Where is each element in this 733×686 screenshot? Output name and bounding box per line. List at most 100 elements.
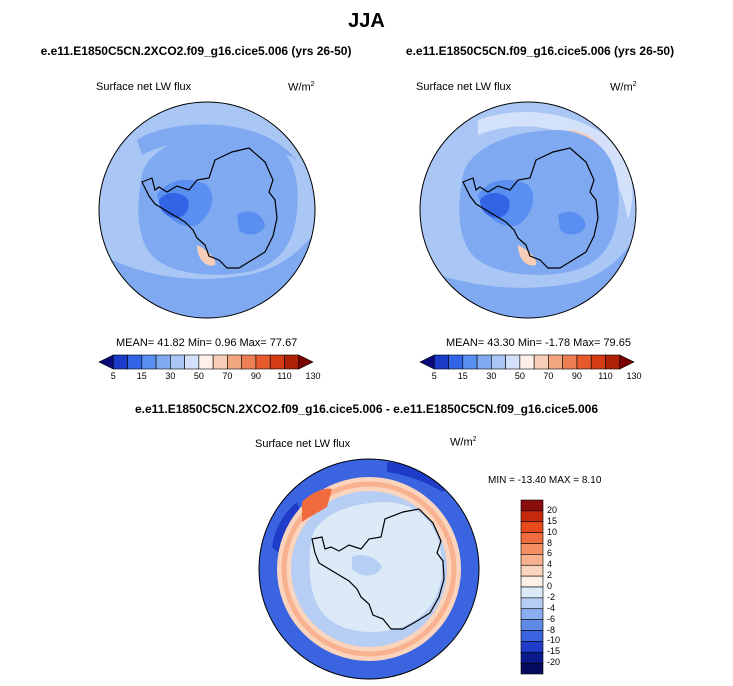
panel-2-colorbar-swatch	[448, 354, 464, 370]
panel-2-colorbar-swatch	[562, 354, 578, 370]
panel-2-colorbar-tick-label: 130	[626, 371, 642, 381]
panel-2-colorbar-swatch	[619, 354, 635, 370]
panel-2-title: e.e11.E1850C5CN.f09_g16.cice5.006 (yrs 2…	[405, 44, 675, 58]
diff-units-base: W/m	[450, 436, 473, 449]
panel-2-colorbar-tick-label: 15	[457, 371, 468, 381]
panel-2-stats: MEAN= 43.30 Min= -1.78 Max= 79.65	[446, 337, 631, 349]
panel-2-colorbar-swatch	[491, 354, 506, 370]
diff-colorbar-swatch	[520, 586, 544, 599]
diff-colorbar-swatch	[520, 510, 544, 523]
panel-2-colorbar-swatch	[576, 354, 592, 370]
diff-units: W/m2	[450, 436, 477, 449]
diff-title: e.e11.E1850C5CN.2XCO2.f09_g16.cice5.006 …	[135, 402, 598, 416]
panel-1-colorbar-swatch	[127, 354, 143, 370]
ocean-light-band	[478, 112, 633, 220]
panel-1-colorbar-swatch	[184, 354, 200, 370]
panel-1-colorbar-tick-label: 110	[277, 371, 292, 381]
diff-colorbar-label: -15	[547, 646, 561, 657]
diff-colorbar-swatch	[520, 564, 544, 577]
diff-map	[258, 458, 480, 680]
panel-2-colorbar-tick-label: 5	[431, 371, 437, 381]
diff-colorbar-label: 8	[547, 537, 553, 548]
diff-colorbar-swatch	[520, 543, 544, 555]
panel-2-colorbar-swatch	[476, 354, 492, 370]
panel-1-colorbar-tick-label: 130	[305, 371, 321, 381]
diff-colorbar-label: -8	[547, 624, 556, 635]
panel-1-colorbar-swatch	[284, 354, 300, 370]
diff-red-patch	[302, 488, 332, 522]
panel-2-colorbar-swatch	[548, 354, 563, 370]
panel-2-colorbar-swatch	[433, 354, 449, 370]
panel-1-colorbar-tick-label: 50	[193, 371, 204, 381]
panel-2-variable: Surface net LW flux	[416, 81, 512, 93]
diff-colorbar-swatch	[520, 619, 544, 631]
diff-stats: MIN = -13.40 MAX = 8.10	[488, 475, 602, 486]
panel-1-colorbar-swatch	[212, 354, 228, 370]
diff-colorbar-label: 2	[547, 570, 553, 581]
panel-1-units-base: W/m	[288, 81, 311, 94]
panel-1-colorbar-ticks: 5 15 30 50 70 90 110 130	[99, 371, 321, 383]
diff-colorbar-swatch	[520, 554, 544, 566]
diff-colorbar-swatch	[520, 630, 544, 642]
diff-colorbar-label: 15	[547, 515, 558, 526]
panel-1-colorbar-swatch	[255, 354, 271, 370]
diff-variable: Surface net LW flux	[255, 438, 351, 450]
diff-colorbar-label: -10	[547, 635, 561, 646]
panel-1-colorbar-swatch	[98, 354, 114, 370]
panel-2-colorbar-tick-label: 90	[571, 371, 582, 381]
diff-colorbar-swatch	[520, 532, 544, 544]
diff-colorbar-label: 0	[547, 581, 553, 591]
panel-2-colorbar-swatch	[419, 354, 435, 370]
diff-colorbar-swatch	[520, 641, 544, 653]
panel-1-map	[98, 101, 316, 319]
panel-1-colorbar-tick-label: 30	[165, 371, 176, 381]
diff-colorbar-swatch	[520, 499, 544, 512]
panel-1-colorbar-swatch	[170, 354, 185, 370]
coastline	[141, 147, 278, 269]
panel-1-colorbar-swatch	[298, 354, 314, 370]
panel-2-colorbar-tick-label: 50	[514, 371, 525, 381]
panel-2-units: W/m2	[610, 81, 637, 94]
panel-1-colorbar-swatch	[155, 354, 171, 370]
coastline	[311, 508, 445, 630]
panel-1-title: e.e11.E1850C5CN.2XCO2.f09_g16.cice5.006 …	[40, 44, 352, 58]
coastline	[462, 147, 599, 269]
diff-colorbar-swatch	[520, 608, 544, 620]
panel-1-colorbar-tick-label: 90	[250, 371, 261, 381]
diff-colorbar-label: 10	[547, 526, 558, 537]
diff-units-exp: 2	[472, 436, 477, 443]
panel-1-colorbar-tick-label: 15	[136, 371, 147, 381]
panel-2-colorbar-swatch	[605, 354, 621, 370]
panel-2-map	[419, 101, 637, 319]
panel-1-colorbar-tick-label: 5	[110, 371, 116, 381]
panel-2-colorbar-tick-label: 70	[543, 371, 554, 381]
panel-1-colorbar	[98, 354, 314, 370]
panel-2-colorbar-swatch	[533, 354, 549, 370]
panel-2-colorbar-swatch	[462, 354, 478, 370]
panel-1-colorbar-swatch	[141, 354, 157, 370]
diff-colorbar-label: -6	[547, 613, 556, 624]
antarctica-field	[459, 130, 619, 275]
page-title: JJA	[348, 10, 385, 32]
panel-2-colorbar-swatch	[505, 354, 521, 370]
panel-1-colorbar-tick-label: 70	[222, 371, 233, 381]
diff-colorbar	[520, 499, 544, 675]
diff-colorbar-label: -2	[547, 591, 556, 602]
panel-1-variable: Surface net LW flux	[96, 81, 192, 93]
diff-colorbar-swatch	[520, 597, 544, 610]
panel-1-stats: MEAN= 41.82 Min= 0.96 Max= 77.67	[116, 337, 298, 349]
panel-2-colorbar-swatch	[590, 354, 606, 370]
panel-2-units-base: W/m	[610, 81, 633, 94]
panel-1-colorbar-swatch	[198, 354, 214, 370]
panel-2-colorbar	[419, 354, 635, 370]
panel-1-colorbar-swatch	[112, 354, 128, 370]
diff-colorbar-swatch	[520, 651, 544, 664]
diff-colorbar-label: -4	[547, 602, 556, 613]
diff-colorbar-label: 6	[547, 548, 553, 559]
panel-1-units: W/m2	[288, 81, 315, 94]
diff-colorbar-swatch	[520, 662, 544, 675]
panel-2-units-exp: 2	[632, 81, 637, 88]
panel-1-colorbar-swatch	[241, 354, 257, 370]
diff-colorbar-label: 4	[547, 559, 553, 570]
panel-2-colorbar-tick-label: 110	[598, 371, 613, 381]
